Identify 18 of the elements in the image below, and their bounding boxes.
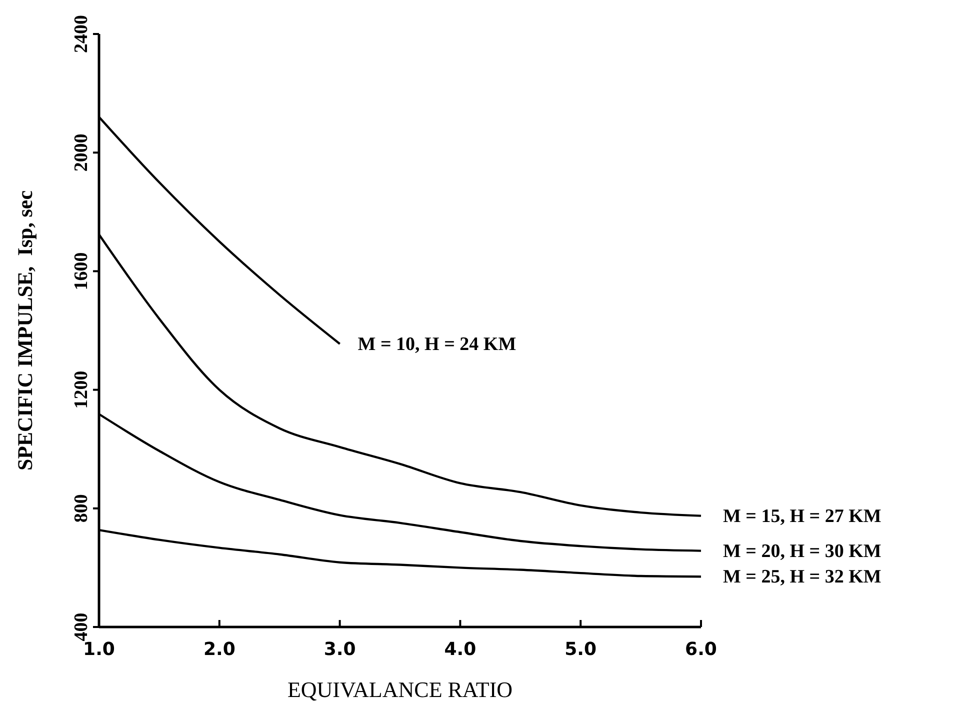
- x-tick-label: 6.0: [685, 639, 717, 660]
- series-label: M = 25, H = 32 KM: [723, 566, 882, 588]
- x-axis-title: EQUIVALANCE RATIO: [287, 677, 513, 702]
- x-tick-label: 4.0: [444, 639, 476, 660]
- series-label: M = 10, H = 24 KM: [358, 334, 516, 355]
- y-tick-label: 2000: [71, 134, 92, 172]
- x-tick-label: 2.0: [203, 639, 236, 660]
- y-tick-label: 1600: [71, 252, 92, 290]
- series-label: M = 20, H = 30 KM: [723, 540, 882, 562]
- series-label: M = 15, H = 27 KM: [723, 506, 882, 527]
- x-tick-label: 3.0: [324, 639, 356, 660]
- y-tick-label: 800: [71, 494, 92, 523]
- y-tick-label: 1200: [71, 370, 92, 409]
- y-tick-label: 2400: [71, 15, 92, 53]
- y-tick-label: 400: [71, 612, 92, 642]
- y-axis-title: SPECIFIC IMPULSE, Isp, sec: [13, 190, 37, 471]
- x-tick-label: 5.0: [564, 639, 597, 660]
- x-tick-label: 1.0: [83, 639, 115, 660]
